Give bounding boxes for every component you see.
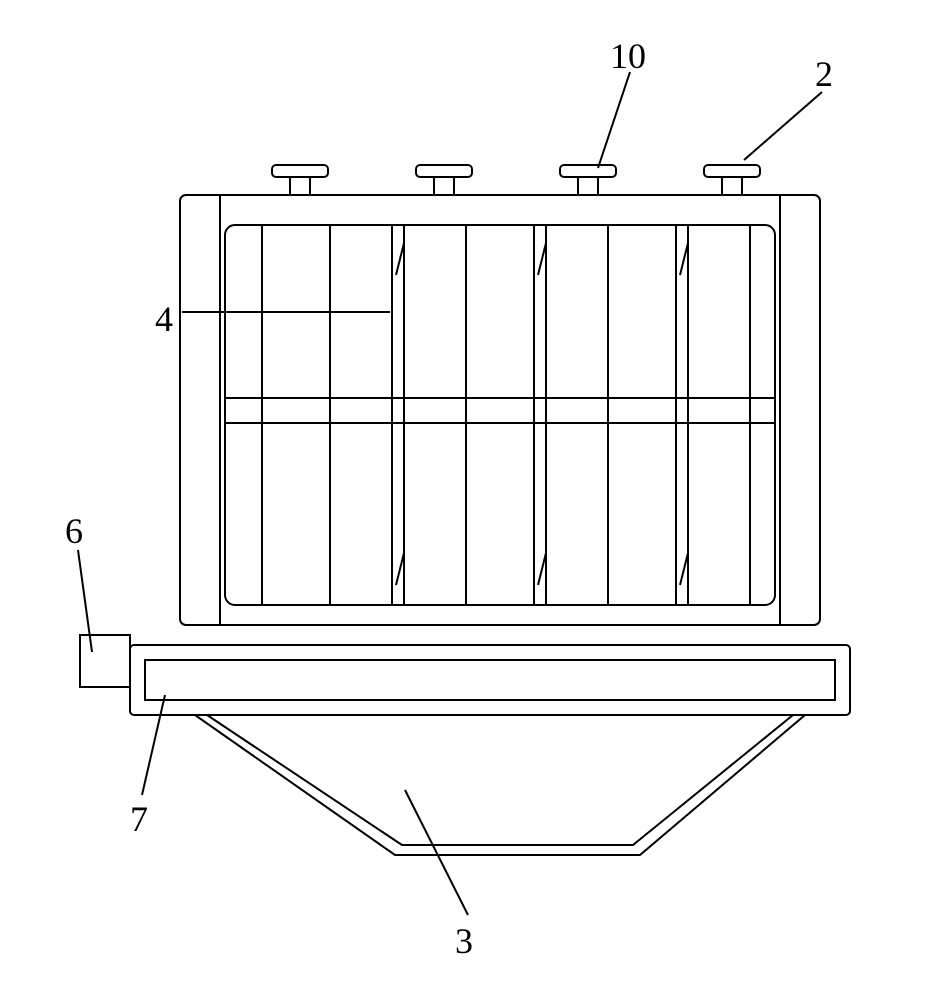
callout-label-3: 3 — [455, 920, 473, 962]
callout-label-6: 6 — [65, 510, 83, 552]
callout-label-2: 2 — [815, 53, 833, 95]
callout-label-7: 7 — [130, 798, 148, 840]
callout-label-4: 4 — [155, 298, 173, 340]
technical-diagram — [0, 0, 939, 1000]
callout-label-10: 10 — [610, 35, 646, 77]
